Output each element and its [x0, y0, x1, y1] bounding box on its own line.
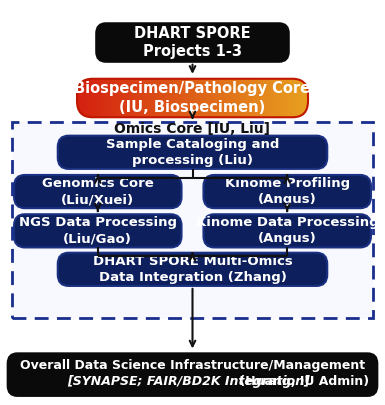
FancyBboxPatch shape: [58, 136, 327, 169]
Text: Biospecimen/Pathology Core
(IU, Biospecimen): Biospecimen/Pathology Core (IU, Biospeci…: [74, 81, 311, 115]
Text: [SYNAPSE; FAIR/BD2K Integration]: [SYNAPSE; FAIR/BD2K Integration]: [67, 375, 310, 388]
FancyBboxPatch shape: [8, 353, 377, 396]
Text: Kinome Data Processing
(Angus): Kinome Data Processing (Angus): [196, 216, 378, 245]
Text: DHART SPORE
Projects 1-3: DHART SPORE Projects 1-3: [134, 26, 251, 59]
FancyBboxPatch shape: [12, 122, 373, 318]
FancyBboxPatch shape: [14, 175, 182, 208]
FancyBboxPatch shape: [58, 253, 327, 286]
Text: DHART SPORE Multi-Omics
Data Integration (Zhang): DHART SPORE Multi-Omics Data Integration…: [93, 255, 292, 284]
FancyBboxPatch shape: [203, 175, 371, 208]
Text: Genomics Core
(Liu/Xuei): Genomics Core (Liu/Xuei): [42, 177, 154, 206]
Text: Overall Data Science Infrastructure/Management: Overall Data Science Infrastructure/Mana…: [20, 359, 365, 372]
Text: Kinome Profiling
(Angus): Kinome Profiling (Angus): [224, 177, 350, 206]
Text: Sample Cataloging and
processing (Liu): Sample Cataloging and processing (Liu): [106, 138, 279, 167]
FancyBboxPatch shape: [203, 214, 371, 247]
Text: (Huang, IU Admin): (Huang, IU Admin): [235, 375, 369, 388]
FancyBboxPatch shape: [14, 214, 182, 247]
Text: Omics Core [IU, Liu]: Omics Core [IU, Liu]: [114, 122, 271, 136]
FancyBboxPatch shape: [96, 23, 289, 62]
Text: NGS Data Processing
(Liu/Gao): NGS Data Processing (Liu/Gao): [19, 216, 177, 245]
